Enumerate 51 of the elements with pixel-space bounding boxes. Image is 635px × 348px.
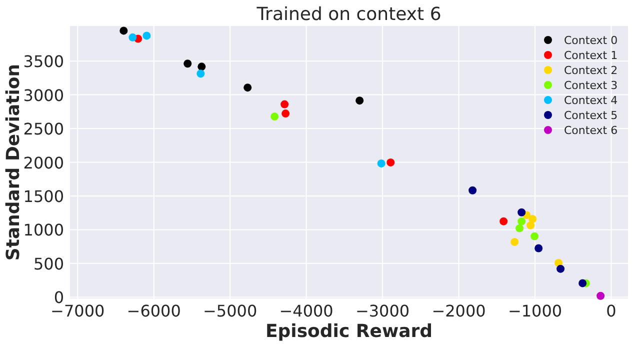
y-tick-label: 3500 [23,52,64,72]
point [510,238,519,246]
point [596,292,605,300]
point [196,70,205,78]
point [128,33,137,42]
point [516,224,524,232]
legend-label: Context 0 [564,34,618,47]
point [386,158,395,166]
x-tick-label: −5000 [203,302,258,320]
point [142,32,151,40]
y-tick-label: 2500 [23,120,64,139]
y-tick-label: 1000 [23,220,64,240]
point [282,110,290,118]
point [377,159,386,168]
y-tick-label: 500 [33,254,64,274]
x-tick-label: −1000 [508,302,562,320]
point [198,62,206,71]
x-axis-title: Episodic Reward [265,321,433,342]
point [578,279,587,288]
legend-label: Context 2 [564,64,618,77]
point [518,217,526,226]
legend-label: Context 5 [564,109,618,122]
point [526,221,535,230]
point [530,232,539,240]
point [518,208,526,216]
legend-label: Context 6 [564,124,618,137]
x-tick-label: 0 [606,302,616,320]
legend-label: Context 4 [564,94,618,107]
point [500,217,508,226]
x-tick-label: −2000 [432,302,486,320]
y-tick-label: 3000 [23,86,64,105]
y-tick-label: 1500 [23,186,64,206]
point [556,264,565,273]
point [184,60,192,68]
legend-label: Context 1 [564,49,618,62]
x-tick-label: −6000 [126,302,181,320]
x-tick-label: −4000 [279,302,334,320]
point [280,100,289,108]
legend-label: Context 3 [564,79,618,92]
point [120,26,128,35]
point [356,96,364,105]
point [534,244,543,252]
point [244,84,252,92]
point [270,112,279,121]
point [528,215,537,224]
y-axis-title: Standard Deviation [3,64,24,261]
chart-title: Trained on context 6 [256,4,442,25]
x-tick-label: −3000 [355,302,410,320]
point [468,186,477,194]
y-tick-label: 2000 [23,153,64,172]
y-tick-label: 0 [54,288,64,308]
